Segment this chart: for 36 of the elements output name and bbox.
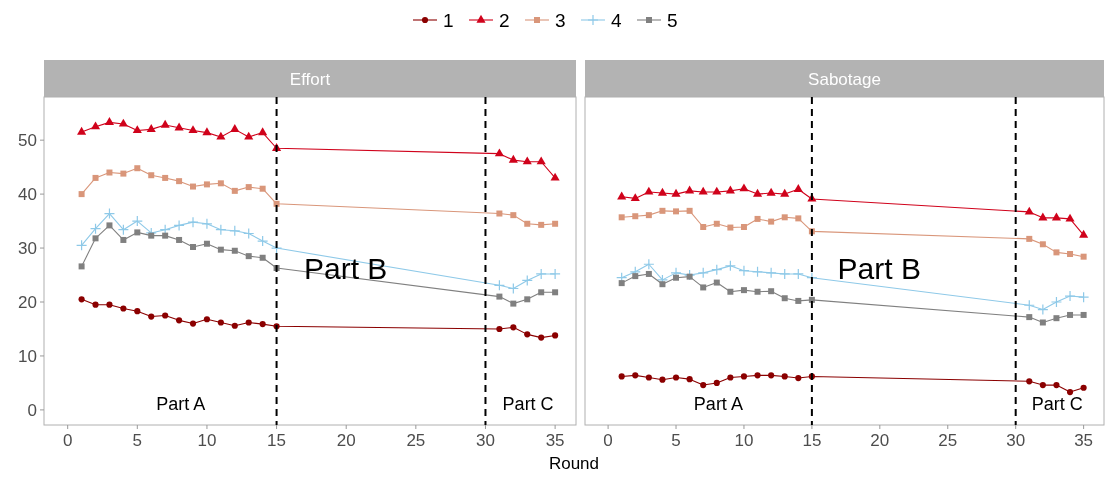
chart-title: Effort bbox=[289, 69, 331, 89]
x-axis-title: Round bbox=[548, 454, 600, 473]
chart-title: Sabotage bbox=[808, 69, 881, 89]
y-tick-label: 30 bbox=[18, 239, 37, 259]
annotation: Part A bbox=[693, 394, 743, 415]
legend-label: 4 bbox=[611, 10, 622, 31]
annotation: Part B bbox=[837, 252, 921, 286]
x-tick-label: 10 bbox=[197, 431, 217, 450]
annotation: Part A bbox=[156, 394, 206, 415]
legend-label: 2 bbox=[499, 10, 510, 31]
x-tick-label: 20 bbox=[336, 431, 356, 450]
x-tick-label: 20 bbox=[870, 431, 890, 450]
legend-label: 5 bbox=[667, 10, 678, 31]
y-tick-label: 0 bbox=[27, 400, 37, 420]
annotation: Part C bbox=[1031, 394, 1083, 415]
x-tick-label: 25 bbox=[406, 431, 426, 450]
x-tick-label: 10 bbox=[734, 431, 754, 450]
x-tick-label: 15 bbox=[267, 431, 287, 450]
x-tick-label: 30 bbox=[476, 431, 495, 450]
y-tick-label: 50 bbox=[18, 131, 37, 151]
x-tick-label: 5 bbox=[132, 431, 143, 450]
x-tick-label: 35 bbox=[1074, 431, 1094, 450]
y-tick-label: 40 bbox=[18, 185, 37, 205]
x-tick-label: 15 bbox=[802, 431, 822, 450]
x-tick-label: 25 bbox=[938, 431, 958, 450]
annotation: Part C bbox=[502, 394, 554, 415]
legend-label: 3 bbox=[555, 10, 566, 31]
y-tick-label: 10 bbox=[18, 346, 37, 366]
x-tick-label: 0 bbox=[62, 431, 73, 450]
legend-label: 1 bbox=[443, 10, 454, 31]
x-tick-label: 5 bbox=[671, 431, 681, 450]
annotation: Part B bbox=[303, 252, 388, 286]
x-tick-label: 0 bbox=[603, 431, 613, 450]
x-tick-label: 35 bbox=[545, 431, 565, 450]
y-tick-label: 20 bbox=[18, 293, 37, 312]
x-tick-label: 30 bbox=[1006, 431, 1026, 450]
